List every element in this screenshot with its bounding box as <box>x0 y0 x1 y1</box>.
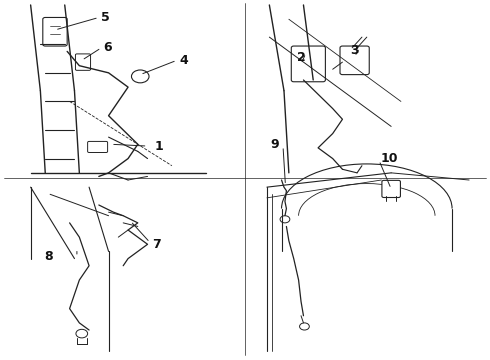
Text: 8: 8 <box>44 250 52 263</box>
FancyBboxPatch shape <box>88 141 108 153</box>
Text: 6: 6 <box>104 41 112 54</box>
FancyBboxPatch shape <box>340 46 369 75</box>
FancyBboxPatch shape <box>75 54 91 70</box>
Text: 3: 3 <box>350 44 359 57</box>
FancyBboxPatch shape <box>382 180 400 198</box>
FancyBboxPatch shape <box>43 18 67 46</box>
Text: 9: 9 <box>270 138 279 151</box>
Text: 5: 5 <box>101 11 110 24</box>
Text: 7: 7 <box>152 238 161 251</box>
Text: 1: 1 <box>155 140 164 153</box>
Text: 2: 2 <box>296 51 305 64</box>
FancyBboxPatch shape <box>291 46 325 82</box>
Text: 4: 4 <box>179 54 188 67</box>
Text: 10: 10 <box>380 152 398 165</box>
